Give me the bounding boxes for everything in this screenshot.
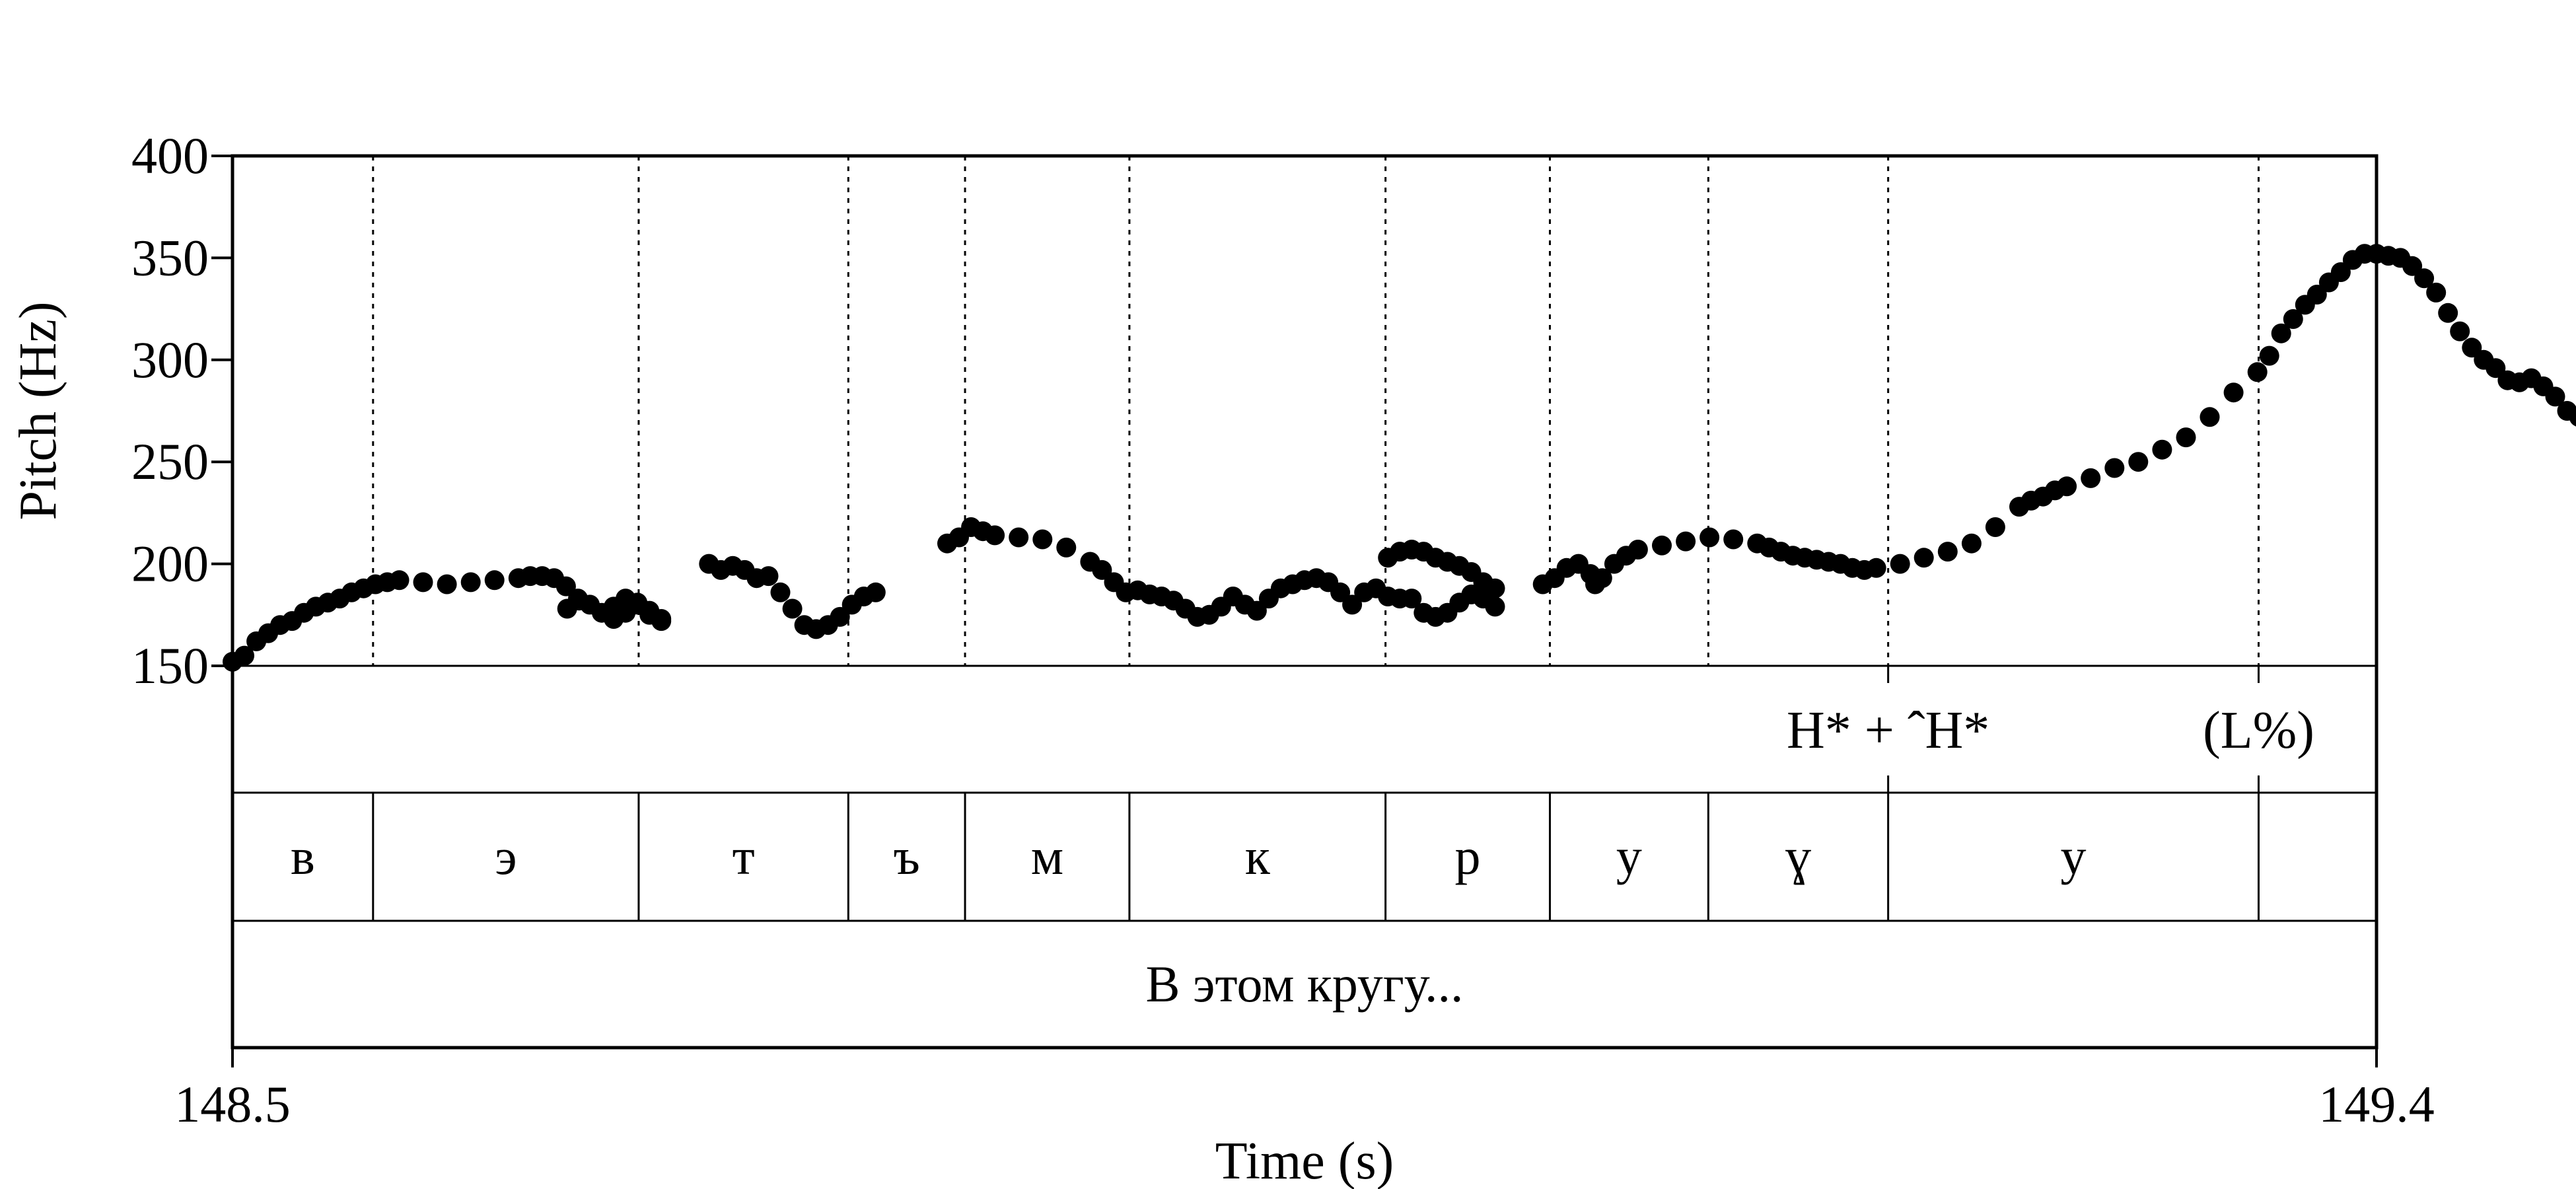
x-axis: 148.5 149.4 [174, 1048, 2435, 1133]
y-tick-label: 150 [131, 637, 209, 694]
y-tick-label: 300 [131, 331, 209, 388]
tone-label: (L%) [2203, 702, 2314, 760]
pitch-point [865, 582, 886, 602]
pitch-point [1485, 596, 1505, 617]
x-tick-label: 149.4 [2318, 1075, 2435, 1133]
segment-label: у [2061, 828, 2087, 885]
y-tick-label: 350 [131, 229, 209, 286]
pitch-point [234, 645, 254, 666]
pitch-point [460, 572, 481, 593]
pitch-point [2200, 407, 2220, 427]
pitch-point [1032, 529, 1053, 550]
pitch-point [1890, 554, 1910, 574]
pitch-point [2438, 303, 2458, 323]
pitch-point [2462, 338, 2482, 358]
pitch-point [2450, 321, 2470, 342]
segment-label: ɣ [1785, 828, 1811, 885]
pitch-point [2176, 427, 2196, 448]
tone-tier: H* + ˆH* (L%) [1787, 702, 2314, 760]
pitch-point [2152, 439, 2172, 460]
pitch-point [651, 611, 672, 631]
pitch-point [1485, 578, 1505, 598]
tone-label: H* + ˆH* [1787, 702, 1989, 760]
segment-label: м [1031, 828, 1063, 885]
pitch-point [985, 525, 1005, 546]
pitch-point [1652, 535, 1672, 556]
pitch-point [1246, 600, 1267, 621]
pitch-point [2569, 408, 2576, 427]
pitch-point [758, 566, 779, 587]
segment-label: э [495, 828, 517, 885]
pitch-point [1866, 558, 1886, 578]
segment-label: в [291, 828, 315, 885]
segment-label: к [1245, 828, 1270, 885]
pitch-point [1723, 529, 1744, 550]
pitch-point [2104, 458, 2125, 478]
pitch-point [484, 570, 505, 591]
pitch-point [2330, 262, 2351, 282]
pitch-point [1914, 548, 1934, 568]
pitch-point [2545, 386, 2565, 407]
x-tick-label: 148.5 [174, 1075, 291, 1133]
pitch-point [2271, 323, 2291, 343]
pitch-point [1009, 527, 1029, 548]
pitch-point [830, 606, 850, 627]
utterance-label: В этом кругу... [1146, 955, 1464, 1013]
pitch-point [1330, 582, 1351, 602]
pitch-point [1961, 533, 1982, 554]
pitch-point [2223, 382, 2244, 403]
plot-frame [231, 154, 2379, 1050]
pitch-point [1937, 542, 1958, 562]
pitch-point [711, 559, 731, 580]
pitch-point [413, 572, 433, 593]
pitch-point [2057, 476, 2077, 497]
pitch-point [2259, 345, 2279, 366]
x-axis-label: Time (s) [1215, 1132, 1394, 1189]
pitch-point [1699, 527, 1720, 548]
pitch-point [1402, 589, 1422, 609]
pitch-point [555, 576, 576, 596]
pitch-point [2402, 256, 2423, 276]
y-axis-label: Pitch (Hz) [9, 301, 67, 520]
pitch-point [2081, 468, 2101, 488]
segment-label: у [1616, 828, 1642, 885]
pitch-point [1342, 594, 1363, 615]
pitch-point [2128, 452, 2149, 472]
pitch-point [1092, 559, 1112, 580]
y-tick-label: 400 [131, 127, 209, 184]
segment-label: т [733, 828, 755, 885]
pitch-point [2426, 282, 2447, 303]
y-axis: 150 200 250 300 350 400 [131, 127, 233, 694]
pitch-point [437, 574, 457, 594]
pitch-point [1985, 517, 2005, 537]
pitch-point [1592, 568, 1612, 589]
y-tick-label: 200 [131, 535, 209, 593]
pitch-point [2283, 309, 2303, 329]
pitch-point [2486, 358, 2506, 378]
pitch-point [1676, 531, 1696, 552]
pitch-point [770, 582, 791, 602]
pitch-points [223, 244, 2576, 672]
pitch-point [2414, 268, 2435, 289]
segment-label: р [1455, 828, 1481, 885]
pitch-point [782, 598, 803, 619]
pitch-point [1628, 540, 1648, 559]
pitch-point [569, 591, 589, 611]
y-tick-label: 250 [131, 433, 209, 490]
pitch-point [1056, 537, 1077, 558]
pitch-point [2247, 362, 2268, 382]
pitch-point [389, 570, 410, 591]
pitch-point [2307, 285, 2327, 305]
segment-label: ъ [894, 828, 920, 885]
